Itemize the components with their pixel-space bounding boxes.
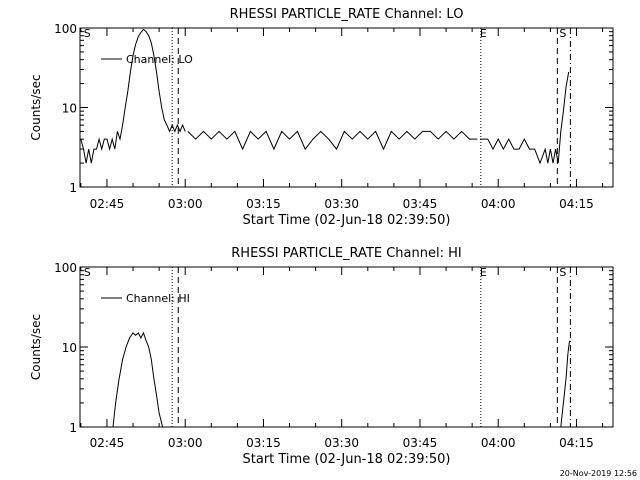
x-tick-label: 03:00	[168, 436, 203, 450]
x-tick-label: 02:45	[90, 197, 125, 211]
footer-timestamp: 20-Nov-2019 12:56	[560, 469, 637, 478]
event-marker-label: S	[559, 27, 566, 40]
x-tick-label: 03:15	[246, 436, 281, 450]
event-marker-label: E	[480, 27, 487, 40]
y-tick-label: 10	[62, 102, 77, 116]
hi-channel-panel: RHESSI PARTICLE_RATE Channel: HI 02:45 03:…	[29, 246, 614, 467]
plot-frame	[79, 27, 614, 188]
series-line	[480, 71, 570, 165]
y-tick-label: 1	[69, 181, 77, 195]
lo-channel-panel: RHESSI PARTICLE_RATE Channel: LO 02:45 03:…	[29, 7, 614, 228]
event-marker-label: S	[84, 266, 91, 279]
chart-title: RHESSI PARTICLE_RATE Channel: HI	[231, 246, 461, 261]
x-tick-label: 03:00	[168, 197, 203, 211]
x-tick-label: 04:00	[481, 197, 516, 211]
series-line	[112, 331, 164, 428]
series-line	[80, 28, 186, 164]
y-tick-label: 10	[62, 341, 77, 355]
x-tick-label: 03:45	[403, 197, 438, 211]
x-tick-label: 03:15	[246, 197, 281, 211]
x-tick-label: 03:45	[403, 436, 438, 450]
y-axis-label: Counts/sec	[29, 314, 43, 380]
x-tick-label: 02:45	[90, 436, 125, 450]
x-tick-label: 03:30	[324, 197, 359, 211]
x-axis-label: Start Time (02-Jun-18 02:39:50)	[243, 213, 451, 228]
y-axis-label: Counts/sec	[29, 74, 43, 140]
series-line	[187, 130, 478, 151]
y-tick-label: 1	[69, 421, 77, 435]
chart-title: RHESSI PARTICLE_RATE Channel: LO	[230, 7, 464, 22]
y-tick-label: 100	[54, 22, 77, 36]
series-line	[560, 340, 570, 428]
x-axis-label: Start Time (02-Jun-18 02:39:50)	[243, 452, 451, 467]
x-tick-label: 04:15	[559, 197, 594, 211]
event-marker-label: S	[84, 27, 91, 40]
event-marker-label: S	[559, 266, 566, 279]
plot-frame	[79, 266, 614, 428]
x-tick-label: 04:00	[481, 436, 516, 450]
x-tick-label: 04:15	[559, 436, 594, 450]
y-tick-label: 100	[54, 261, 77, 275]
legend-entry: Channel: LO	[126, 53, 193, 66]
event-marker-label: E	[480, 266, 487, 279]
x-tick-label: 03:30	[324, 436, 359, 450]
legend-entry: Channel: HI	[126, 292, 190, 305]
